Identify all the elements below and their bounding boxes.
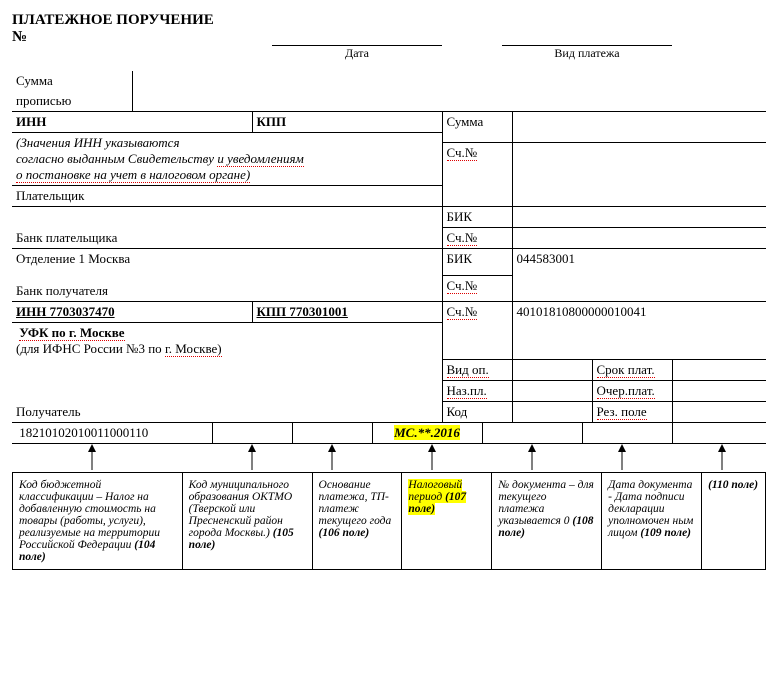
inn-value: ИНН 7703037470 [12,302,252,323]
annotations-table: Код бюджетной классификации – Налог на д… [12,472,766,570]
naz-pl-label: Наз.пл. [442,380,512,401]
bik-label-2: БИК [442,249,512,276]
anno-109: Дата документа - Дата подписи декларации… [602,472,702,569]
vid-op-label: Вид оп. [442,359,512,380]
ufk-label: УФК по г. Москве (для ИФНС России №3 по … [12,323,442,360]
anno-108: № документа – для текущего платежа указы… [492,472,602,569]
field-106 [292,422,372,443]
anno-105: Код муниципального образования ОКТМО (Тв… [182,472,312,569]
srok-plat-label: Срок плат. [592,359,672,380]
anno-110: (110 поле) [702,472,766,569]
field-108 [482,422,582,443]
arrows-svg [12,444,766,472]
doc-title: ПЛАТЕЖНОЕ ПОРУЧЕНИЕ № [12,12,222,46]
field-110 [672,422,766,443]
rez-pole-label: Рез. поле [592,401,672,422]
inn-note: (Значения ИНН указываются согласно выдан… [12,133,442,186]
inn-label: ИНН [12,112,252,133]
anno-107: Налоговый период (107 поле) [402,472,492,569]
sum-col-label: Сумма [442,112,512,133]
payment-order-table: Сумма прописью ИНН КПП Сумма (Значения И… [12,71,766,422]
kpp-value: КПП 770301001 [252,302,442,323]
anno-106: Основание платежа, ТП-платеж текущего го… [312,472,402,569]
anno-104: Код бюджетной классификации – Налог на д… [13,472,183,569]
ocher-plat-label: Очер.плат. [592,380,672,401]
bik-value: 044583001 [512,249,766,276]
payer-bank-label: Банк плательщика [12,207,442,249]
bik-label-1: БИК [442,207,512,228]
field-109 [582,422,672,443]
words-label: прописью [12,91,132,112]
recipient-label: Получатель [12,359,442,422]
branch-label: Отделение 1 Москва Банк получателя [12,249,442,302]
sum-label: Сумма [12,71,132,91]
field-107: МС.**.2016 [372,422,482,443]
kpp-label: КПП [252,112,442,133]
sch-no-label-1: Сч.№ [442,142,512,185]
sch-no-label-3: Сч.№ [442,275,512,302]
sch-value: 40101810800000010041 [512,302,766,323]
field-105 [212,422,292,443]
field-104: 18210102010011000110 [12,422,212,443]
fields-row-table: 18210102010011000110 МС.**.2016 [12,422,766,444]
kod-label: Код [442,401,512,422]
sch-no-label-4: Сч.№ [442,302,512,323]
payment-type-label: Вид платежа [502,46,672,61]
date-label: Дата [272,46,442,61]
payer-label: Плательщик [12,186,442,207]
sch-no-label-2: Сч.№ [442,228,512,249]
